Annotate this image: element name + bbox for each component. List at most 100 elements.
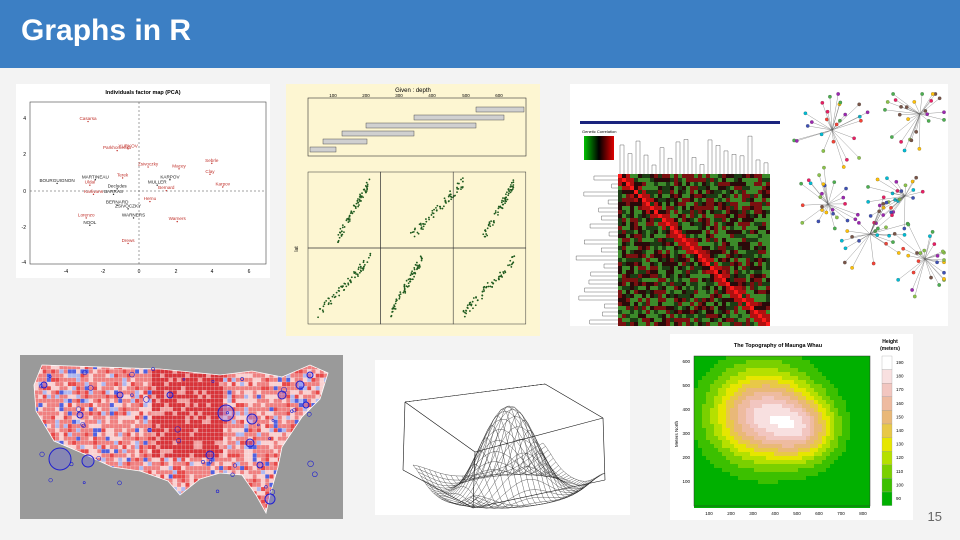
map-county <box>323 512 328 513</box>
heatmap-cell <box>638 238 642 242</box>
map-county <box>42 432 47 437</box>
map-county <box>235 365 241 366</box>
heatmap-cell <box>762 262 766 266</box>
heatmap-cell <box>634 298 638 302</box>
map-county <box>88 432 94 437</box>
heatmap-cell <box>746 174 750 178</box>
heatmap-cell <box>734 234 738 238</box>
map-county <box>34 423 35 429</box>
map-county <box>239 407 245 412</box>
map-county <box>239 386 245 391</box>
network-node <box>891 92 895 96</box>
map-county <box>227 499 232 504</box>
heatmap-cell <box>738 238 742 242</box>
map-county <box>164 482 169 488</box>
map-county <box>248 461 253 467</box>
network-node <box>881 195 886 200</box>
map-county <box>130 453 136 458</box>
map-county <box>42 436 47 441</box>
heatmap-cell <box>642 250 646 254</box>
map-county <box>235 499 241 504</box>
dendro-branch <box>683 139 689 174</box>
heatmap-cell <box>678 238 682 242</box>
map-county <box>269 507 274 513</box>
map-county <box>126 444 131 450</box>
network-node <box>820 101 825 105</box>
pca-x-tick: 2 <box>175 269 178 275</box>
heatmap-cell <box>706 202 710 206</box>
map-county <box>252 373 257 378</box>
map-county <box>97 465 102 471</box>
heatmap-cell <box>706 174 710 178</box>
map-county <box>101 507 106 513</box>
map-county <box>185 402 190 408</box>
map-county <box>130 444 136 450</box>
map-county <box>235 373 241 378</box>
heatmap-cell <box>662 214 666 218</box>
map-county <box>134 512 140 513</box>
map-county <box>134 423 140 429</box>
network-edge <box>869 233 894 243</box>
map-county <box>302 369 308 374</box>
heatmap-cell <box>646 270 650 274</box>
map-county <box>319 491 325 496</box>
map-county <box>105 436 110 441</box>
heatmap-cell <box>638 190 642 194</box>
coplot-point <box>354 271 357 274</box>
heatmap-cell <box>690 198 694 202</box>
heatmap-cell <box>674 242 678 246</box>
map-county <box>97 432 102 437</box>
map-county <box>38 482 43 488</box>
coplot-point <box>357 198 359 200</box>
map-county <box>277 402 283 408</box>
map-county <box>290 394 295 399</box>
map-county <box>273 411 278 416</box>
map-county <box>172 373 178 378</box>
map-county <box>105 394 110 399</box>
coplot-point <box>357 268 360 271</box>
map-county <box>294 390 299 395</box>
map-county <box>315 419 320 425</box>
map-county <box>160 461 165 467</box>
map-county <box>97 499 102 504</box>
heatmap-cell <box>662 278 666 282</box>
map-county <box>239 394 245 399</box>
heatmap-cell <box>646 206 650 210</box>
map-county <box>71 423 77 429</box>
coplot-point <box>474 304 477 307</box>
map-county <box>210 478 215 483</box>
heatmap-cells <box>618 174 770 326</box>
map-county <box>260 386 266 391</box>
pca-label: Karlivans <box>84 189 104 194</box>
map-county <box>281 495 287 500</box>
map-county <box>34 390 35 395</box>
map-county <box>307 428 312 433</box>
heatmap-cell <box>666 298 670 302</box>
heatmap-cell <box>694 302 698 306</box>
coplot-point <box>509 185 512 188</box>
map-county <box>42 465 47 471</box>
map-county <box>252 390 257 395</box>
given-bar <box>341 130 415 137</box>
map-county <box>67 369 73 374</box>
map-county <box>239 486 245 492</box>
heatmap-cell <box>758 302 762 306</box>
heatmap-cell <box>738 218 742 222</box>
heatmap-cell <box>666 306 670 310</box>
map-county <box>76 381 81 387</box>
heatmap-cell <box>670 290 674 294</box>
heatmap-cell <box>722 186 726 190</box>
heatmap-cell <box>742 202 746 206</box>
map-county <box>88 373 94 378</box>
network-node <box>896 278 900 282</box>
map-county <box>143 465 148 471</box>
map-county <box>193 390 199 395</box>
map-county <box>134 394 140 399</box>
map-county <box>227 465 232 471</box>
coplot-point <box>347 277 349 280</box>
map-county <box>315 495 320 500</box>
pca-label: NOOL <box>83 220 96 225</box>
map-county <box>265 457 270 462</box>
map-county <box>290 453 295 458</box>
map-county <box>151 503 157 509</box>
